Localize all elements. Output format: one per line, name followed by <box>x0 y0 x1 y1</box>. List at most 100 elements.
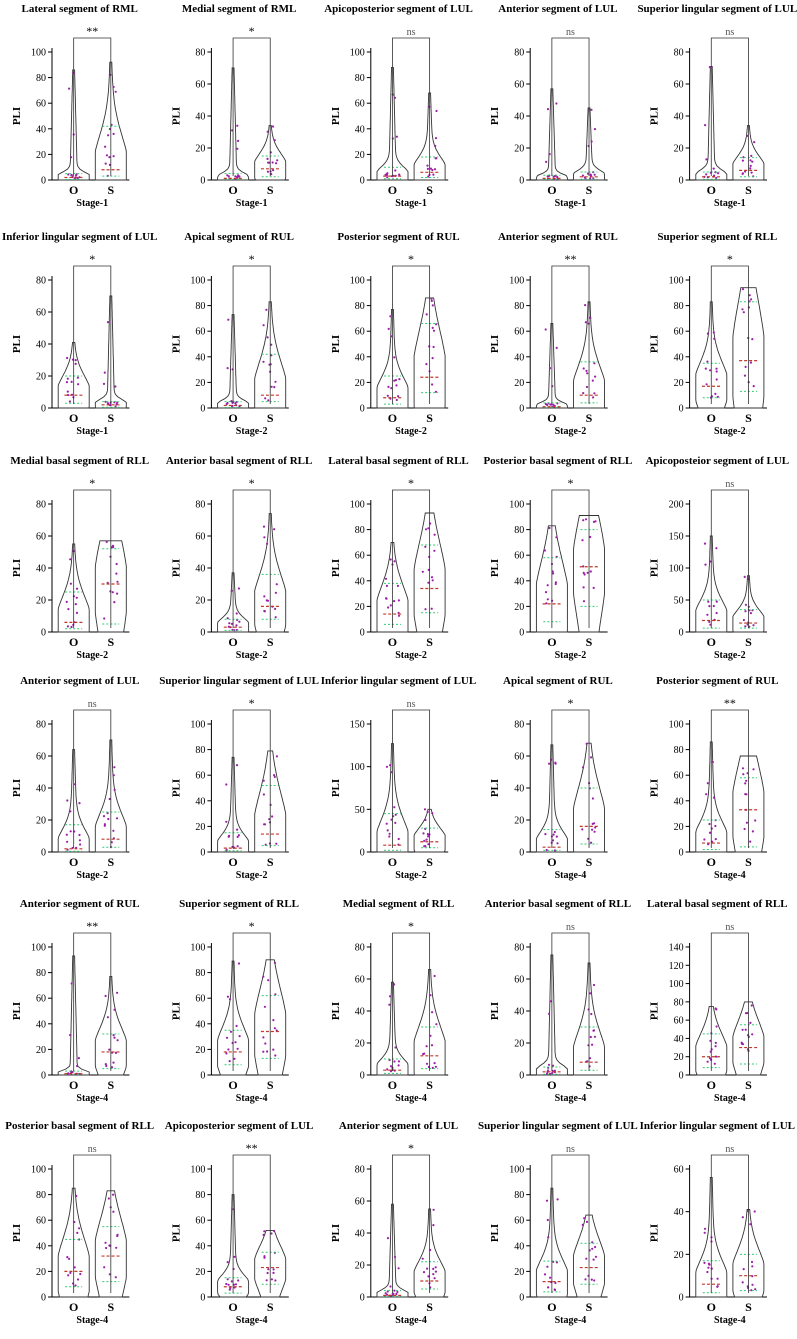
violin-s <box>94 739 127 853</box>
data-point <box>713 337 716 340</box>
violin-o <box>535 744 568 853</box>
panel-title: Posterior segment of RUL <box>337 231 459 243</box>
data-point <box>707 1266 710 1269</box>
data-point <box>749 840 752 843</box>
data-point <box>272 1019 275 1022</box>
data-point <box>393 983 396 986</box>
panel-title: Superior lingular segment of LUL <box>478 1120 638 1132</box>
data-point <box>385 584 388 588</box>
data-point <box>752 624 755 627</box>
data-point <box>714 824 717 828</box>
y-tick-label: 20 <box>355 602 365 613</box>
chart-panel: Medial segment of RML PLI 0 20 40 60 80 O SStage… <box>170 3 296 209</box>
y-tick-label: 40 <box>36 1019 46 1030</box>
data-point <box>715 1025 718 1028</box>
data-point <box>591 1043 594 1046</box>
data-point <box>112 155 115 158</box>
category-label: O <box>388 855 397 869</box>
y-tick-label: 100 <box>31 1165 46 1176</box>
data-point <box>435 157 438 160</box>
y-tick-label: 60 <box>355 975 365 986</box>
data-point <box>76 1278 80 1281</box>
category-label: S <box>267 411 274 425</box>
y-axis-label: PLI <box>170 1224 182 1242</box>
data-point <box>704 563 707 566</box>
data-point <box>66 840 69 843</box>
data-point <box>103 1266 106 1269</box>
data-point <box>582 586 585 589</box>
y-tick-label: 40 <box>514 112 524 123</box>
data-point <box>424 528 428 531</box>
data-point <box>706 1270 709 1274</box>
category-label: O <box>707 411 716 425</box>
data-point <box>589 173 592 176</box>
data-point <box>70 380 73 383</box>
data-point <box>267 979 270 982</box>
data-point <box>749 167 752 170</box>
data-point <box>390 818 393 821</box>
data-point <box>590 108 593 111</box>
data-point <box>554 582 557 586</box>
stage-label: Stage-4 <box>714 870 746 881</box>
data-point <box>585 385 589 389</box>
data-point <box>70 982 73 985</box>
y-axis-label: PLI <box>649 559 661 577</box>
data-point <box>275 842 278 845</box>
panel-title: Superior lingular segment of LUL <box>637 3 797 15</box>
data-point <box>432 1273 435 1276</box>
data-point <box>386 829 389 832</box>
data-point <box>751 830 755 833</box>
violin-o <box>376 743 409 853</box>
chart-panel: Apical segment of RUL PLI 0 20 40 60 80 100 O SSt… <box>170 231 294 437</box>
data-point <box>103 371 106 374</box>
data-point <box>749 361 753 364</box>
y-tick-label: 100 <box>669 720 684 731</box>
chart-panel: Posterior segment of RUL PLI 0 20 40 60 80 100 O… <box>649 675 779 881</box>
y-tick-label: 80 <box>514 943 524 954</box>
violin-s <box>413 1208 446 1298</box>
data-point <box>68 400 71 403</box>
data-point <box>425 363 428 366</box>
data-point <box>75 611 79 615</box>
y-axis-label: PLI <box>170 107 182 125</box>
data-point <box>387 327 390 330</box>
data-point <box>749 612 753 615</box>
data-point <box>584 321 588 324</box>
y-tick-label: 60 <box>195 1216 205 1227</box>
y-tick-label: 0 <box>519 848 524 859</box>
data-point <box>235 612 238 615</box>
data-point <box>427 843 430 846</box>
y-tick-label: 20 <box>36 596 46 607</box>
violin-o <box>695 535 728 633</box>
y-tick-label: 80 <box>514 48 524 59</box>
y-tick-label: 20 <box>195 822 205 833</box>
y-tick-label: 40 <box>355 576 365 587</box>
data-point <box>262 793 265 796</box>
chart-panel: Lateral basal segment of RLL PLI 0 20 40 60 80… <box>647 898 788 1104</box>
data-point <box>751 338 754 341</box>
data-point <box>705 793 708 796</box>
y-tick-label: 60 <box>36 994 46 1005</box>
y-tick-label: 100 <box>669 276 684 287</box>
category-label: S <box>107 635 114 649</box>
violin-o <box>57 749 90 853</box>
data-point <box>270 343 273 346</box>
category-label: S <box>745 855 752 869</box>
data-point <box>77 383 80 386</box>
data-point <box>426 164 429 167</box>
y-axis-label: PLI <box>489 107 501 125</box>
significance-bracket <box>392 709 431 848</box>
data-point <box>714 838 717 841</box>
data-point <box>432 1224 435 1227</box>
data-point <box>744 610 747 613</box>
data-point <box>390 335 393 338</box>
data-point <box>262 360 265 363</box>
panel-title: Medial segment of RML <box>182 3 297 15</box>
chart-panel: Inferior lingular segment of LUL PLI 0 20 40… <box>2 231 157 437</box>
data-point <box>429 167 432 170</box>
y-axis-label: PLI <box>11 1002 23 1020</box>
y-tick-label: 80 <box>514 525 524 536</box>
data-point <box>589 535 592 539</box>
data-point <box>388 832 391 835</box>
